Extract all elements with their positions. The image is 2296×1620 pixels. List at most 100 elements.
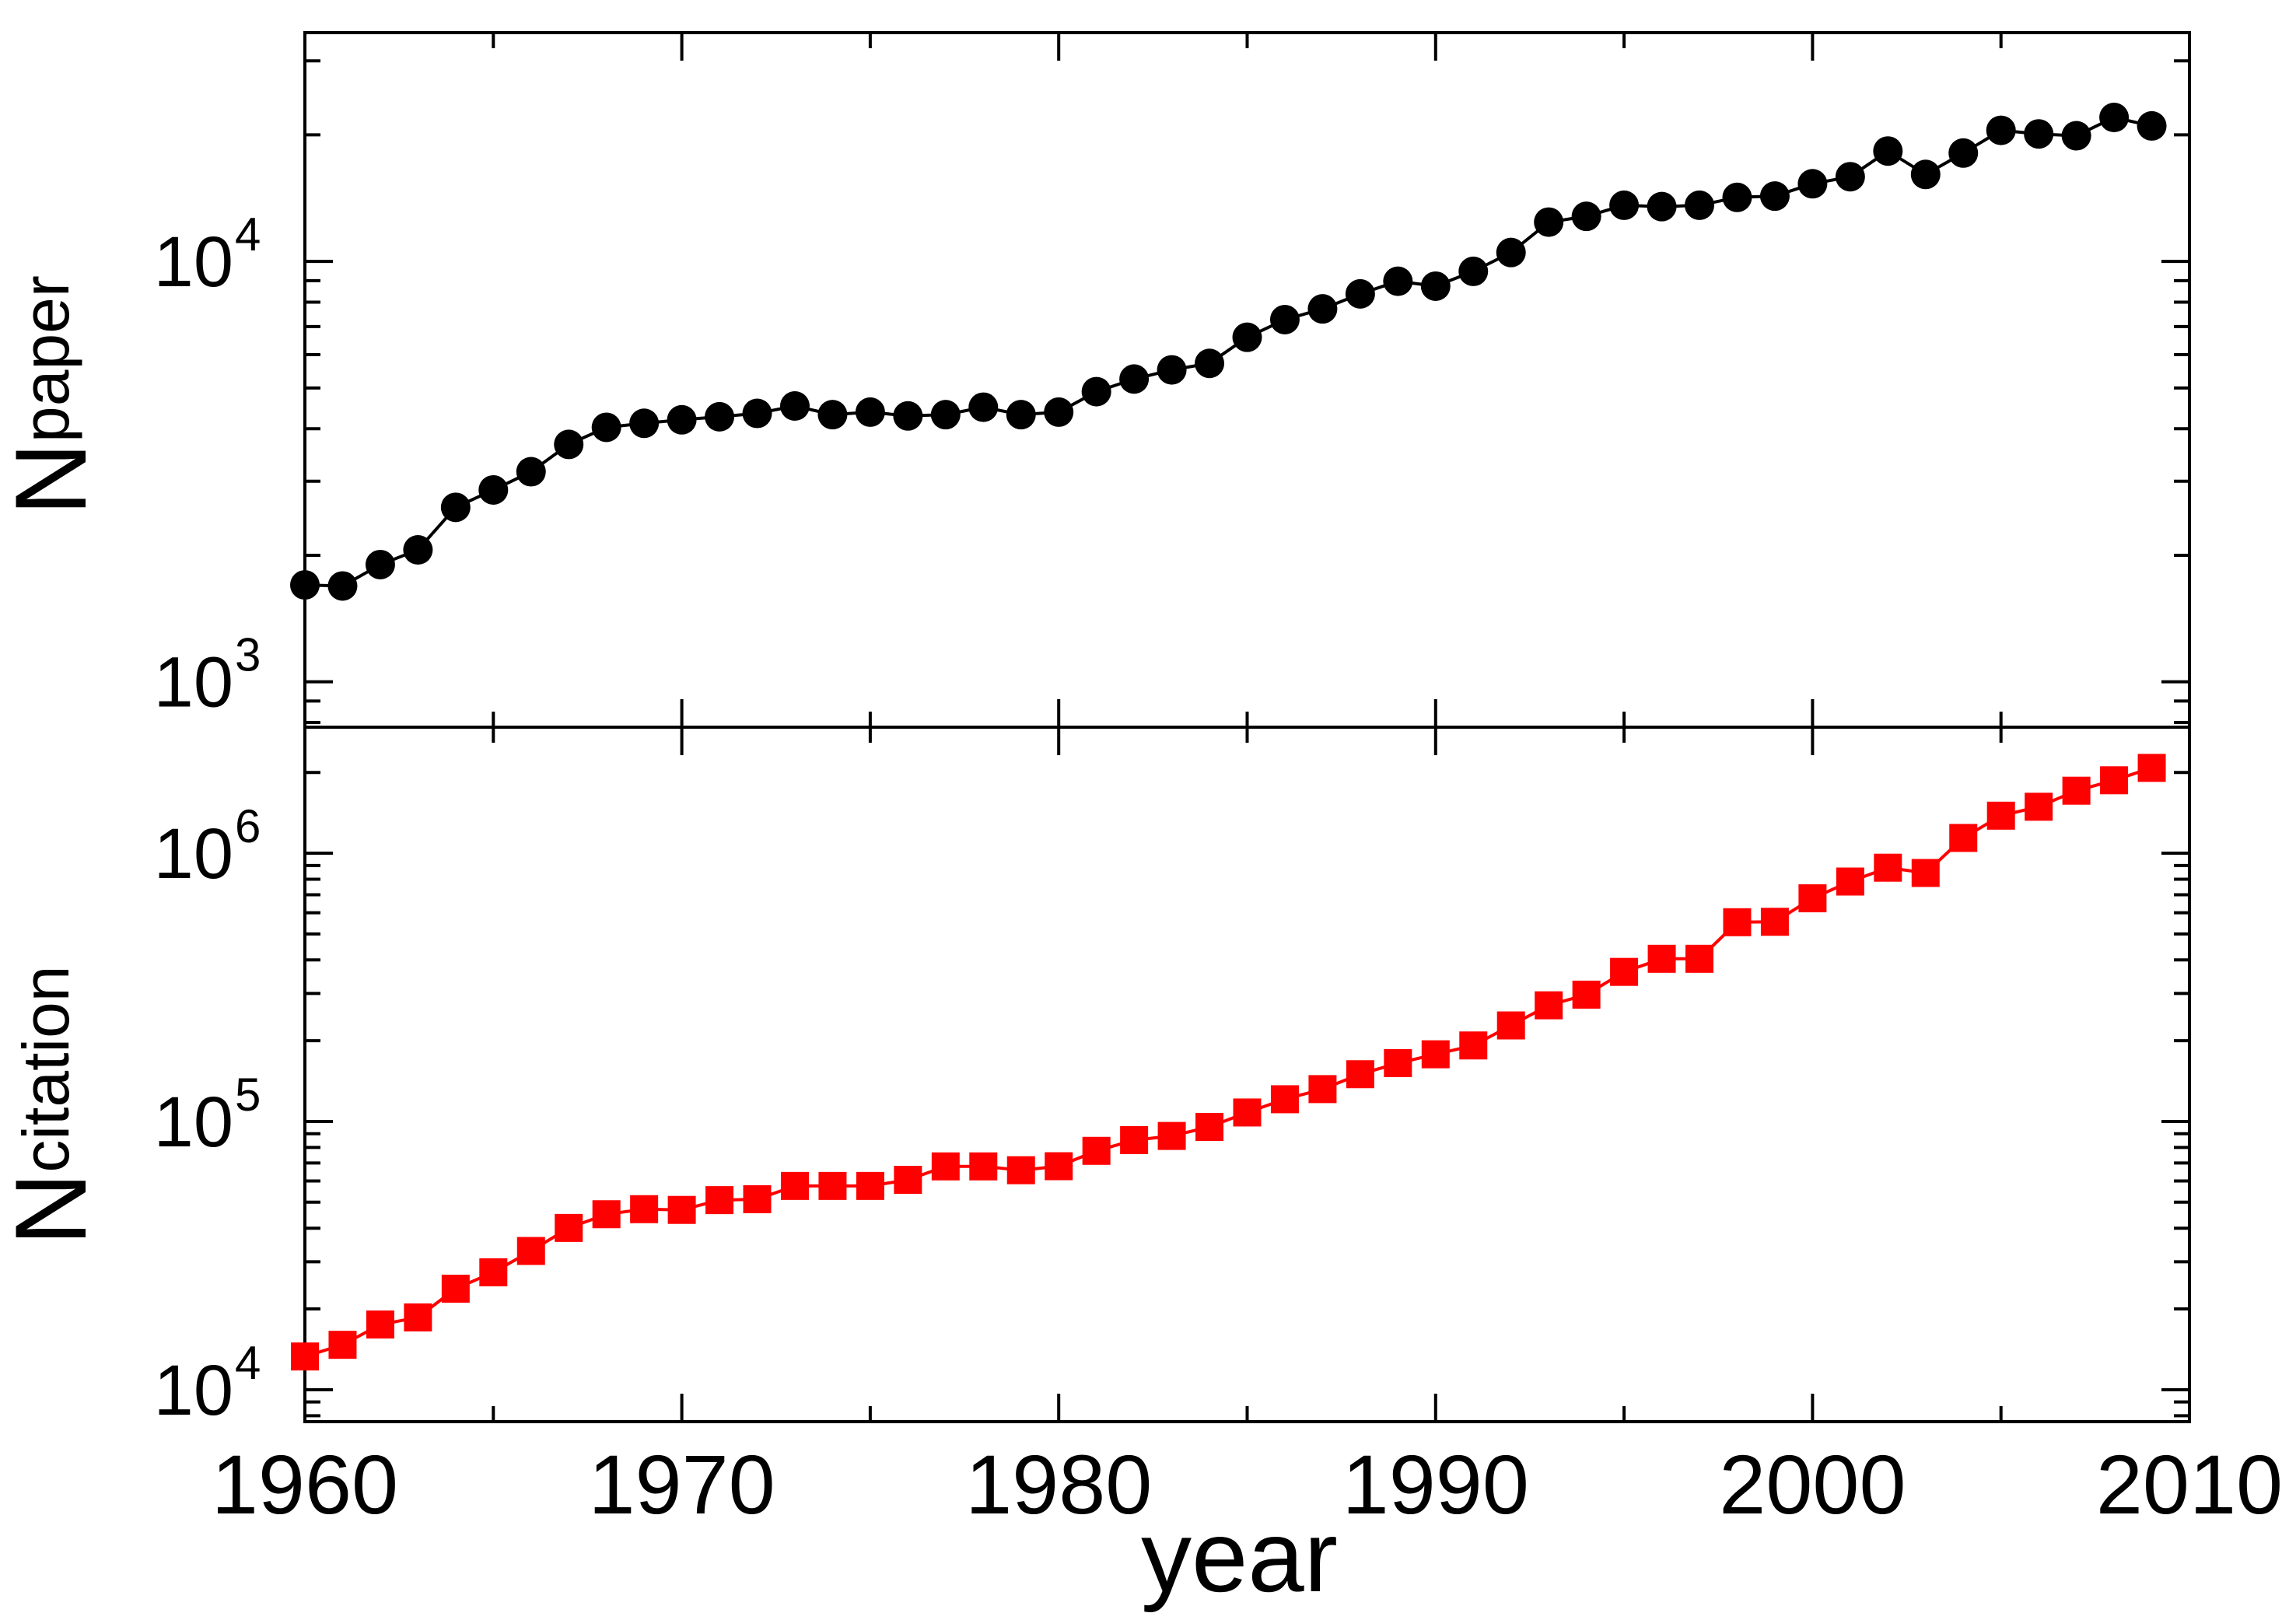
data-point-paper-1998	[1722, 182, 1752, 212]
data-point-citation-1964	[441, 1275, 470, 1303]
y-tick-label-exponent-citation: 5	[235, 1069, 261, 1121]
data-point-paper-2000	[1797, 169, 1828, 199]
data-point-paper-2002	[1873, 136, 1903, 166]
data-point-citation-1990	[1421, 1040, 1450, 1069]
data-point-paper-1989	[1383, 266, 1413, 296]
y-tick-label-citation: 10	[154, 1351, 233, 1430]
data-point-citation-1966	[516, 1237, 545, 1265]
x-tick-label: 2010	[2096, 1437, 2283, 1531]
data-point-paper-1994	[1571, 201, 1601, 232]
data-point-paper-2001	[1835, 162, 1865, 192]
y-axis-title-paper: Npaper	[0, 275, 107, 516]
y-tick-label-exponent-citation: 4	[235, 1337, 261, 1389]
y-tick-label-citation: 10	[154, 814, 233, 894]
y-tick-label-exponent-paper: 4	[235, 208, 261, 261]
data-point-citation-2007	[2062, 776, 2091, 805]
data-point-paper-1960	[290, 570, 320, 600]
data-point-paper-1979	[1006, 400, 1036, 430]
data-point-paper-1970	[667, 404, 697, 435]
data-point-citation-1962	[366, 1310, 394, 1339]
data-point-paper-1967	[554, 429, 584, 460]
data-point-citation-1997	[1685, 944, 1714, 973]
x-tick-label: 1990	[1342, 1437, 1529, 1531]
data-point-paper-1984	[1195, 348, 1225, 379]
data-point-paper-1966	[516, 457, 546, 487]
data-point-paper-1993	[1534, 207, 1564, 237]
data-point-citation-1973	[780, 1171, 809, 1200]
data-point-citation-1986	[1270, 1085, 1299, 1114]
data-point-citation-1980	[1045, 1152, 1073, 1181]
data-point-citation-1972	[743, 1184, 772, 1213]
data-point-citation-1969	[630, 1195, 659, 1223]
y-tick-label-exponent-paper: 3	[235, 629, 261, 681]
data-point-paper-2006	[2024, 119, 2054, 149]
data-point-paper-2003	[1910, 159, 1941, 190]
data-point-citation-2000	[1798, 884, 1827, 913]
data-point-citation-2009	[2137, 754, 2166, 782]
data-point-paper-1974	[817, 400, 848, 430]
data-point-paper-1987	[1307, 294, 1338, 324]
data-point-paper-1997	[1685, 190, 1715, 220]
data-point-citation-1991	[1459, 1031, 1488, 1060]
data-point-citation-1984	[1195, 1113, 1224, 1142]
data-point-citation-2005	[1986, 801, 2015, 830]
y-tick-label-exponent-citation: 6	[235, 800, 261, 852]
data-point-citation-1963	[404, 1303, 432, 1331]
data-point-citation-1978	[969, 1152, 998, 1181]
data-point-paper-1977	[930, 400, 961, 430]
data-point-citation-1967	[555, 1213, 583, 1242]
data-point-citation-1985	[1233, 1098, 1262, 1127]
data-point-citation-1982	[1120, 1125, 1149, 1154]
data-point-paper-1976	[893, 401, 923, 431]
data-point-paper-1978	[968, 392, 999, 422]
data-point-citation-1960	[291, 1342, 319, 1371]
data-point-citation-2008	[2100, 766, 2129, 795]
data-point-paper-1980	[1044, 397, 1074, 427]
data-point-paper-1999	[1759, 181, 1790, 212]
x-tick-label: 1970	[588, 1437, 775, 1531]
x-tick-label: 1980	[965, 1437, 1152, 1531]
data-point-paper-1969	[629, 408, 660, 439]
data-point-citation-1977	[931, 1152, 960, 1181]
data-point-paper-1965	[478, 474, 509, 505]
data-point-citation-1983	[1157, 1121, 1186, 1150]
data-point-paper-1985	[1232, 322, 1262, 352]
data-point-paper-1962	[365, 549, 395, 579]
data-point-citation-1995	[1610, 957, 1639, 986]
data-point-paper-1964	[440, 492, 471, 523]
data-point-citation-1979	[1006, 1156, 1035, 1184]
data-point-citation-1965	[479, 1258, 508, 1286]
data-point-paper-1982	[1119, 364, 1150, 394]
y-axis-title-citation: Ncitation	[0, 965, 107, 1245]
data-point-citation-1989	[1384, 1048, 1412, 1077]
data-point-paper-2009	[2137, 110, 2167, 141]
data-point-citation-1974	[818, 1171, 847, 1200]
data-point-citation-1996	[1647, 944, 1676, 973]
data-point-citation-1987	[1308, 1075, 1337, 1104]
x-axis: 1960 1970 1980 1990 2000 2010 year	[212, 1437, 2283, 1613]
data-point-paper-1983	[1157, 355, 1187, 385]
data-point-paper-1988	[1345, 278, 1375, 309]
data-point-citation-1999	[1760, 908, 1789, 936]
data-point-citation-1970	[667, 1195, 696, 1224]
data-point-citation-1968	[592, 1200, 621, 1229]
data-point-paper-1995	[1609, 190, 1640, 220]
y-tick-label-paper: 10	[154, 222, 233, 302]
data-point-paper-2008	[2099, 103, 2130, 133]
data-point-citation-2001	[1836, 867, 1864, 896]
data-point-citation-2006	[2025, 793, 2053, 821]
data-point-citation-1961	[328, 1331, 357, 1359]
data-point-citation-1994	[1572, 980, 1601, 1009]
data-point-paper-1961	[327, 571, 358, 601]
data-point-citation-1976	[894, 1166, 922, 1194]
data-point-citation-1993	[1535, 991, 1563, 1020]
data-point-paper-1986	[1269, 304, 1300, 334]
data-point-citation-2004	[1949, 824, 1978, 852]
x-tick-label: 2000	[1719, 1437, 1906, 1531]
data-point-paper-1971	[705, 401, 735, 432]
data-point-paper-1968	[591, 412, 621, 443]
data-point-paper-2005	[1986, 115, 2016, 145]
